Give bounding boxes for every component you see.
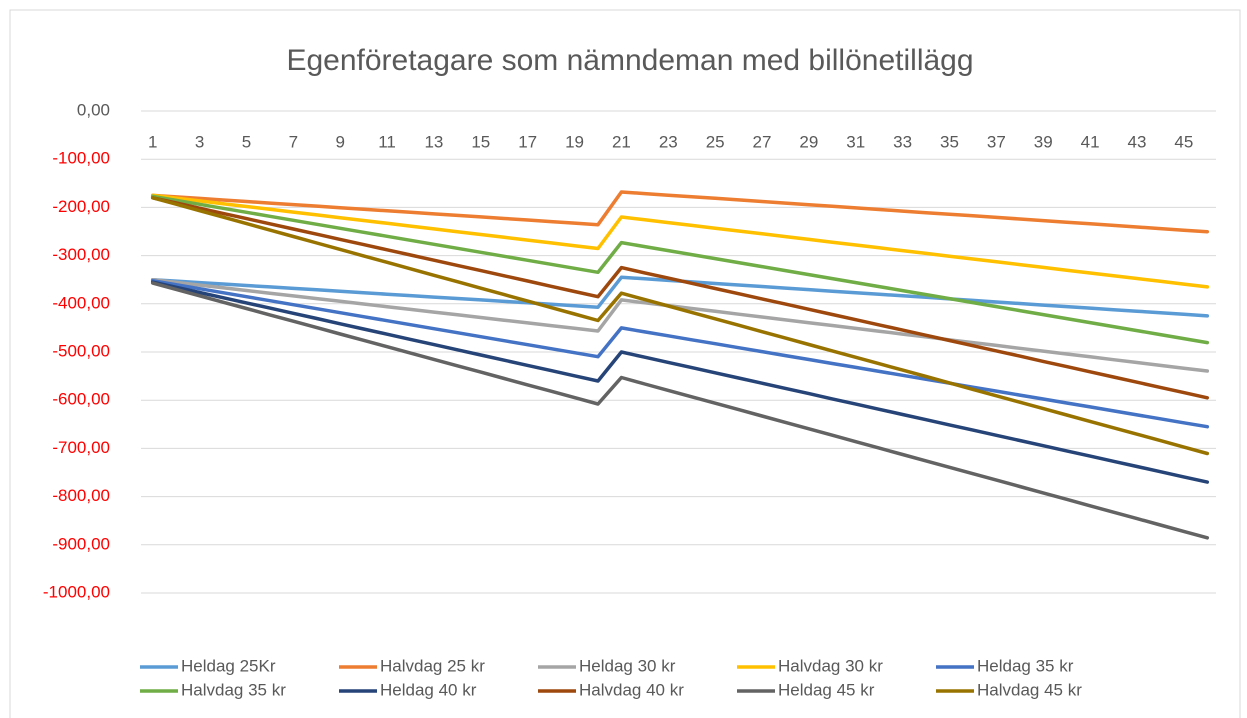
legend-label: Heldag 40 kr [380, 680, 477, 699]
x-tick-label: 1 [148, 132, 157, 151]
legend-label: Heldag 45 kr [778, 680, 875, 699]
line-series [150, 196, 1210, 400]
line-series [150, 281, 1210, 540]
legend-label: Heldag 30 kr [579, 656, 676, 675]
x-tick-label: 33 [893, 132, 912, 151]
chart-frame [9, 9, 1241, 718]
chart-title: Egenföretagare som nämndeman med billöne… [286, 44, 973, 77]
y-tick-label: -700,00 [52, 438, 110, 457]
y-tick-label: -1000,00 [43, 582, 110, 601]
x-tick-label: 19 [565, 132, 584, 151]
x-tick-label: 41 [1081, 132, 1100, 151]
x-tick-label: 9 [335, 132, 344, 151]
x-tick-label: 45 [1174, 132, 1193, 151]
legend-label: Halvdag 30 kr [778, 656, 883, 675]
x-tick-label: 31 [846, 132, 865, 151]
x-tick-label: 21 [612, 132, 631, 151]
x-tick-label: 35 [940, 132, 959, 151]
y-tick-label: -200,00 [52, 197, 110, 216]
x-tick-label: 43 [1128, 132, 1147, 151]
line-series [150, 196, 1210, 456]
x-tick-label: 15 [471, 132, 490, 151]
y-tick-label: -500,00 [52, 341, 110, 360]
legend-label: Heldag 35 kr [977, 656, 1074, 675]
legend-label: Halvdag 35 kr [181, 680, 286, 699]
line-series [150, 280, 1210, 484]
legend-label: Halvdag 40 kr [579, 680, 684, 699]
x-tick-label: 3 [195, 132, 204, 151]
x-tick-label: 25 [706, 132, 725, 151]
line-series [150, 194, 1210, 345]
y-tick-label: -400,00 [52, 293, 110, 312]
line-series [150, 193, 1210, 289]
y-tick-label: -800,00 [52, 486, 110, 505]
legend-label: Heldag 25Kr [181, 656, 276, 675]
y-tick-label: -900,00 [52, 534, 110, 553]
line-series [150, 190, 1210, 234]
line-series [150, 277, 1210, 373]
x-tick-label: 37 [987, 132, 1006, 151]
x-tick-label: 5 [242, 132, 251, 151]
y-tick-label: 0,00 [77, 100, 110, 119]
x-tick-label: 7 [289, 132, 298, 151]
y-tick-label: -600,00 [52, 390, 110, 409]
line-series [150, 278, 1210, 429]
x-tick-label: 27 [753, 132, 772, 151]
y-tick-label: -300,00 [52, 245, 110, 264]
y-tick-label: -100,00 [52, 149, 110, 168]
x-tick-label: 39 [1034, 132, 1053, 151]
x-tick-label: 17 [518, 132, 537, 151]
legend-label: Halvdag 25 kr [380, 656, 485, 675]
legend-label: Halvdag 45 kr [977, 680, 1082, 699]
x-tick-label: 29 [799, 132, 818, 151]
x-tick-label: 23 [659, 132, 678, 151]
x-tick-label: 11 [378, 132, 396, 151]
x-tick-label: 13 [424, 132, 443, 151]
